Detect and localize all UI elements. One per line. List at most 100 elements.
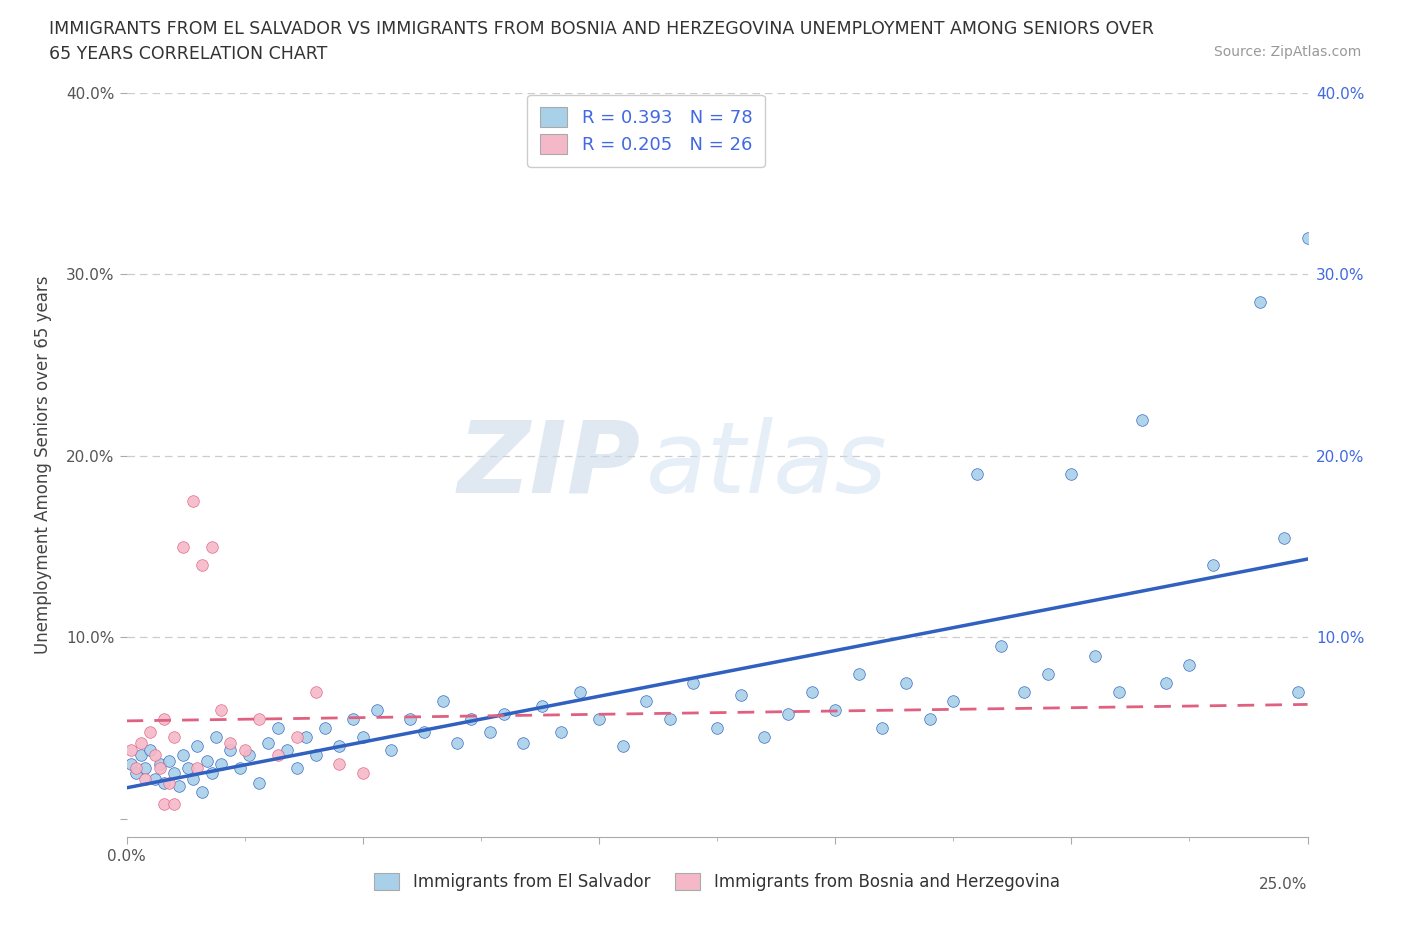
Point (494, 706, 516, 721)
Point (432, 694, 454, 709)
Point (531, 699, 554, 714)
Point (730, 688, 752, 703)
Point (894, 675, 917, 690)
Point (163, 730, 186, 745)
Point (219, 742, 242, 757)
Point (1036, 666, 1059, 681)
Point (139, 724, 162, 739)
Point (200, 766, 222, 781)
Y-axis label: Unemployment Among Seniors over 65 years: Unemployment Among Seniors over 65 years (34, 276, 52, 654)
Point (167, 778, 190, 793)
Point (181, 494, 204, 509)
Point (285, 730, 308, 745)
Point (205, 730, 228, 745)
Point (129, 748, 152, 763)
Text: ZIP: ZIP (457, 417, 640, 513)
Point (219, 736, 242, 751)
Text: Source: ZipAtlas.com: Source: ZipAtlas.com (1213, 45, 1361, 59)
Point (1084, 648, 1107, 663)
Point (139, 742, 162, 757)
Point (276, 742, 298, 757)
Point (550, 724, 572, 739)
Point (149, 761, 172, 776)
Point (636, 694, 658, 709)
Point (1178, 658, 1201, 672)
Point (1272, 530, 1295, 545)
Text: IMMIGRANTS FROM EL SALVADOR VS IMMIGRANTS FROM BOSNIA AND HERZEGOVINA UNEMPLOYME: IMMIGRANTS FROM EL SALVADOR VS IMMIGRANT… (49, 20, 1154, 38)
Point (247, 711, 270, 726)
Point (129, 736, 152, 751)
Point (1296, 231, 1319, 246)
Point (1202, 557, 1225, 572)
Point (157, 775, 180, 790)
Point (134, 761, 156, 776)
Point (172, 748, 194, 763)
Legend: Immigrants from El Salvador, Immigrants from Bosnia and Herzegovina: Immigrants from El Salvador, Immigrants … (366, 865, 1069, 899)
Point (342, 711, 364, 726)
Point (247, 775, 270, 790)
Point (257, 736, 280, 751)
Point (1108, 684, 1130, 699)
Point (848, 666, 870, 681)
Point (153, 775, 176, 790)
Point (233, 742, 256, 757)
Point (479, 724, 502, 739)
Point (195, 753, 218, 768)
Point (706, 721, 728, 736)
Point (134, 772, 156, 787)
Point (800, 684, 823, 699)
Point (295, 730, 318, 745)
Point (682, 675, 704, 690)
Point (824, 702, 846, 717)
Point (120, 742, 142, 757)
Point (191, 557, 214, 572)
Point (446, 736, 468, 751)
Point (238, 748, 260, 763)
Point (612, 738, 634, 753)
Point (872, 721, 894, 736)
Point (776, 706, 799, 721)
Point (153, 711, 176, 726)
Point (1130, 412, 1153, 427)
Point (209, 702, 232, 717)
Point (143, 772, 166, 787)
Point (328, 757, 350, 772)
Point (399, 711, 422, 726)
Point (285, 761, 308, 776)
Point (658, 711, 681, 726)
Point (314, 721, 336, 736)
Point (460, 711, 482, 726)
Point (229, 761, 252, 776)
Point (1154, 675, 1177, 690)
Point (172, 539, 194, 554)
Point (149, 757, 172, 772)
Point (304, 684, 326, 699)
Point (186, 761, 208, 776)
Point (966, 467, 988, 482)
Point (143, 748, 166, 763)
Point (352, 730, 374, 745)
Point (512, 736, 534, 751)
Point (163, 766, 186, 781)
Point (186, 738, 208, 753)
Point (366, 702, 388, 717)
Point (181, 772, 204, 787)
Point (125, 761, 148, 776)
Point (380, 742, 402, 757)
Text: 25.0%: 25.0% (1260, 877, 1308, 892)
Point (918, 711, 941, 726)
Point (328, 738, 350, 753)
Point (200, 539, 222, 554)
Point (754, 730, 776, 745)
Point (1060, 467, 1083, 482)
Point (177, 761, 200, 776)
Point (157, 753, 180, 768)
Point (191, 784, 214, 799)
Point (267, 721, 290, 736)
Point (588, 711, 610, 726)
Point (413, 724, 436, 739)
Point (1249, 294, 1271, 309)
Point (569, 684, 592, 699)
Text: atlas: atlas (647, 417, 887, 513)
Point (1286, 684, 1309, 699)
